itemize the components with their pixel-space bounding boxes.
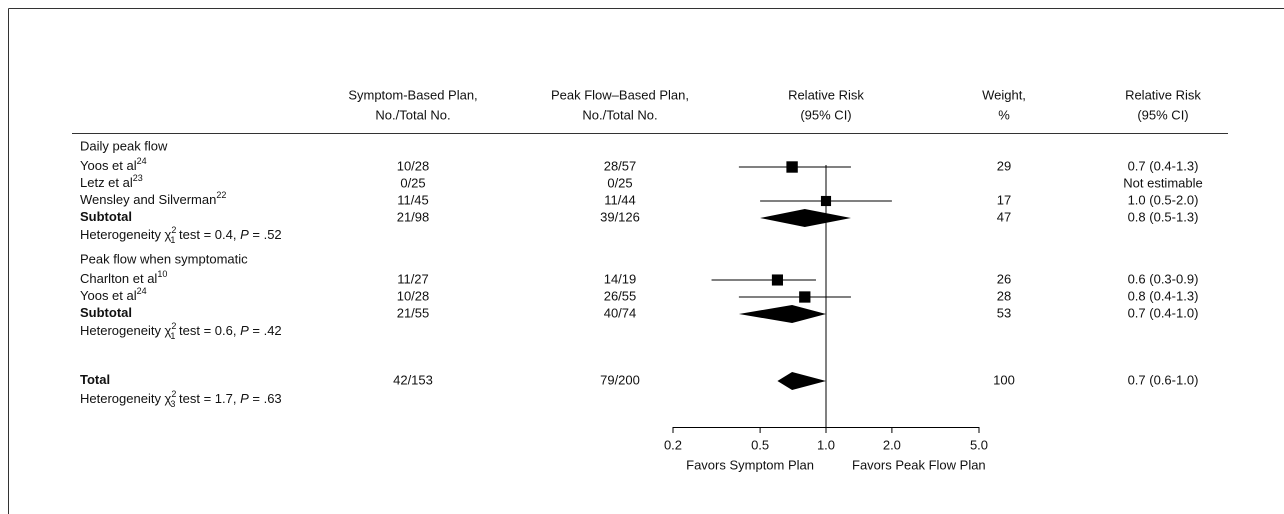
x-tick-label: 0.5	[751, 437, 769, 452]
column-header: (95% CI)	[1137, 107, 1188, 122]
study-name: Yoos et al24	[80, 156, 147, 173]
het-prefix: Heterogeneity χ	[80, 323, 172, 338]
reference: 10	[157, 269, 167, 279]
name: Letz et al	[80, 175, 133, 190]
rr-label: 1.0 (0.5-2.0)	[1128, 192, 1199, 207]
favors-left: Favors Symptom Plan	[686, 457, 814, 472]
het-stat: test = 1.7,	[175, 391, 240, 406]
effect-box	[799, 291, 811, 303]
heterogeneity: Heterogeneity χ2 3 test = 1.7, P = .63	[80, 389, 282, 409]
study-name: Yoos et al24	[80, 286, 147, 303]
het-sup: 2	[171, 389, 176, 399]
column-header: No./Total No.	[375, 107, 450, 122]
study-name: Letz et al23	[80, 173, 143, 190]
weight: 47	[997, 209, 1011, 224]
peak-count: 28/57	[604, 158, 637, 173]
peak-count: 79/200	[600, 372, 640, 387]
effect-box	[771, 274, 783, 286]
effect-box	[786, 161, 798, 173]
symptom-count: 11/27	[397, 271, 429, 286]
het-p: P	[240, 227, 249, 242]
symptom-count: 10/28	[397, 158, 430, 173]
symptom-count: 42/153	[393, 372, 433, 387]
het-p-value: = .42	[249, 323, 282, 338]
reference: 22	[216, 190, 226, 200]
column-header: Symptom-Based Plan,	[348, 87, 477, 102]
study-name: Wensley and Silverman22	[80, 190, 226, 207]
symptom-count: 21/55	[397, 305, 430, 320]
reference: 24	[137, 286, 147, 296]
group-name: Peak flow when symptomatic	[80, 251, 248, 266]
het-p-value: = .63	[249, 391, 282, 406]
summary-name: Subtotal	[80, 305, 132, 320]
het-stat: test = 0.4,	[175, 227, 240, 242]
x-tick-label: 5.0	[970, 437, 988, 452]
summary-name: Total	[80, 372, 110, 387]
peak-count: 26/55	[604, 288, 637, 303]
symptom-count: 10/28	[397, 288, 430, 303]
name: Charlton et al	[80, 271, 157, 286]
peak-count: 0/25	[607, 175, 632, 190]
rr-label: 0.8 (0.4-1.3)	[1128, 288, 1199, 303]
rr-label: 0.7 (0.4-1.3)	[1128, 158, 1199, 173]
x-tick-label: 0.2	[664, 437, 682, 452]
column-header: Peak Flow–Based Plan,	[551, 87, 689, 102]
column-header: (95% CI)	[800, 107, 851, 122]
column-header: Relative Risk	[788, 87, 864, 102]
heterogeneity: Heterogeneity χ2 1 test = 0.4, P = .52	[80, 225, 282, 245]
symptom-count: 11/45	[397, 192, 429, 207]
name: Yoos et al	[80, 158, 137, 173]
name: Wensley and Silverman	[80, 192, 216, 207]
weight: 17	[997, 192, 1011, 207]
column-header: Weight,	[982, 87, 1026, 102]
het-p-value: = .52	[249, 227, 282, 242]
weight: 53	[997, 305, 1011, 320]
symptom-count: 0/25	[400, 175, 425, 190]
reference: 24	[137, 156, 147, 166]
x-tick-label: 2.0	[883, 437, 901, 452]
rr-label: Not estimable	[1123, 175, 1202, 190]
het-prefix: Heterogeneity χ	[80, 227, 172, 242]
heterogeneity: Heterogeneity χ2 1 test = 0.6, P = .42	[80, 321, 282, 341]
summary-diamond	[777, 372, 826, 390]
het-sub: 1	[170, 331, 175, 341]
reference: 23	[133, 173, 143, 183]
weight: 26	[997, 271, 1011, 286]
peak-count: 39/126	[600, 209, 640, 224]
name: Subtotal	[80, 305, 132, 320]
name: Yoos et al	[80, 288, 137, 303]
favors-right: Favors Peak Flow Plan	[852, 457, 986, 472]
name: Total	[80, 372, 110, 387]
summary-diamond	[760, 209, 851, 227]
peak-count: 11/44	[604, 192, 636, 207]
het-sup: 2	[171, 321, 176, 331]
weight: 28	[997, 288, 1011, 303]
study-name: Charlton et al10	[80, 269, 167, 286]
het-stat: test = 0.6,	[175, 323, 240, 338]
x-tick-label: 1.0	[817, 437, 835, 452]
het-sub: 3	[170, 399, 175, 409]
group-name: Daily peak flow	[80, 138, 168, 153]
column-header: Relative Risk	[1125, 87, 1201, 102]
het-sup: 2	[171, 225, 176, 235]
weight: 29	[997, 158, 1011, 173]
summary-name: Subtotal	[80, 209, 132, 224]
peak-count: 14/19	[604, 271, 637, 286]
rr-label: 0.7 (0.4-1.0)	[1128, 305, 1199, 320]
het-sub: 1	[170, 235, 175, 245]
het-p: P	[240, 391, 249, 406]
peak-count: 40/74	[604, 305, 637, 320]
het-prefix: Heterogeneity χ	[80, 391, 172, 406]
column-header: %	[998, 107, 1010, 122]
rr-label: 0.6 (0.3-0.9)	[1128, 271, 1199, 286]
summary-diamond	[738, 305, 826, 323]
weight: 100	[993, 372, 1015, 387]
name: Subtotal	[80, 209, 132, 224]
het-p: P	[240, 323, 249, 338]
rr-label: 0.8 (0.5-1.3)	[1128, 209, 1199, 224]
rr-label: 0.7 (0.6-1.0)	[1128, 372, 1199, 387]
column-header: No./Total No.	[582, 107, 657, 122]
symptom-count: 21/98	[397, 209, 430, 224]
